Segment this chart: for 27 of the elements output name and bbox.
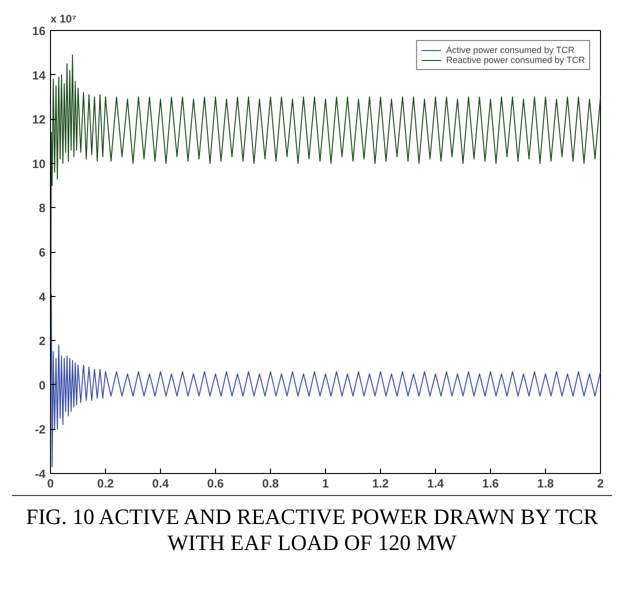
y-tick-label: -4 (34, 467, 46, 481)
y-tick-label: 16 (32, 24, 46, 38)
line-series (50, 294, 600, 468)
y-tick-label: 0 (38, 378, 46, 392)
x-tick-label: 0.8 (262, 476, 280, 490)
x-tick-label: 1.2 (372, 476, 390, 490)
x-tick-label: 1 (322, 476, 330, 490)
legend-label: Active power consumed by TCR (446, 45, 574, 55)
y-tick-label: 2 (38, 334, 46, 348)
x-tick-label: 0.6 (207, 476, 224, 490)
legend-label: Reactive power consumed by TCR (446, 55, 585, 65)
y-tick-label: -2 (34, 422, 46, 437)
y-tick-label: 4 (38, 290, 46, 304)
text: x 10⁷ (50, 14, 77, 26)
y-tick-label: 14 (32, 68, 46, 82)
y-tick-label: 10 (32, 156, 46, 171)
caption: FIG. 10 ACTIVE AND REACTIVE POWER DRAWN BY TCR WITH EAF LOAD OF 120 MW (24, 504, 600, 557)
x-tick-label: 1.6 (482, 476, 500, 490)
x-tick-label: 1.4 (427, 476, 444, 490)
y-tick-label: 12 (32, 112, 46, 127)
y-tick-label: 8 (38, 201, 46, 216)
y-tick-label: 6 (38, 246, 46, 260)
x-tick-label: 0.2 (97, 476, 114, 490)
x-tick-label: 2 (597, 476, 604, 490)
x-tick-label: 0 (47, 476, 54, 490)
x-tick-label: 1.8 (537, 476, 554, 490)
x-tick-label: 0.4 (152, 476, 170, 490)
